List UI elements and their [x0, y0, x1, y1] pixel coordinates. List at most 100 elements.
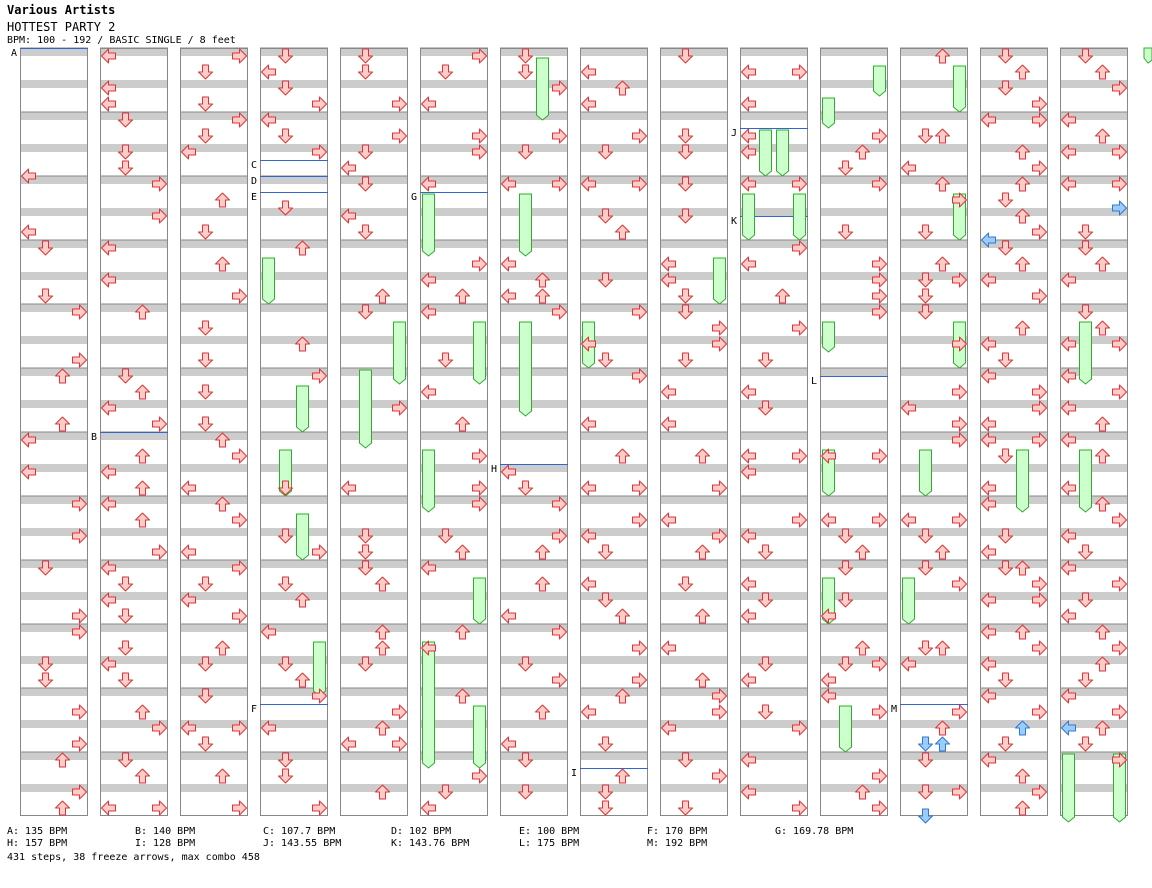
left-arrow-icon — [1061, 560, 1076, 576]
column-border — [820, 48, 888, 816]
down-arrow-icon — [998, 528, 1013, 544]
down-arrow-icon — [38, 240, 53, 256]
down-arrow-icon — [38, 560, 53, 576]
down-arrow-icon — [118, 672, 133, 688]
up-arrow-icon — [295, 592, 310, 608]
right-arrow-icon — [952, 192, 967, 208]
beat-stripe — [660, 624, 728, 632]
beat-stripe — [820, 208, 888, 216]
up-arrow-icon — [1095, 320, 1110, 336]
beat-stripe — [20, 176, 88, 184]
left-arrow-icon — [101, 240, 116, 256]
down-arrow-icon — [678, 128, 693, 144]
down-arrow-icon — [918, 752, 933, 768]
beat-stripe — [20, 144, 88, 152]
beat-stripe — [900, 752, 968, 760]
freeze-arrow — [473, 577, 486, 625]
beat-stripe — [180, 560, 248, 568]
beat-stripe — [100, 48, 168, 56]
beat-stripe — [660, 80, 728, 88]
beat-stripe — [420, 560, 488, 568]
left-arrow-icon — [581, 176, 596, 192]
down-arrow-icon — [918, 272, 933, 288]
column-border — [180, 48, 248, 816]
left-arrow-icon — [581, 96, 596, 112]
right-arrow-icon — [872, 704, 887, 720]
right-arrow-icon — [872, 512, 887, 528]
beat-stripe — [660, 560, 728, 568]
left-arrow-icon — [421, 176, 436, 192]
right-arrow-icon — [952, 784, 967, 800]
beat-stripe — [340, 784, 408, 792]
left-arrow-icon — [21, 464, 36, 480]
left-arrow-icon — [821, 608, 836, 624]
left-arrow-icon — [901, 656, 916, 672]
beat-stripe — [1060, 304, 1128, 312]
beat-stripe — [500, 464, 568, 472]
left-arrow-icon — [21, 432, 36, 448]
beat-stripe — [1060, 400, 1128, 408]
down-arrow-icon — [838, 560, 853, 576]
left-arrow-icon — [741, 448, 756, 464]
beat-stripe — [420, 208, 488, 216]
beat-stripe — [100, 400, 168, 408]
left-arrow-icon — [421, 96, 436, 112]
beat-stripe — [180, 464, 248, 472]
right-arrow-icon — [1032, 112, 1047, 128]
freeze-arrow — [422, 641, 435, 769]
left-arrow-icon — [261, 112, 276, 128]
down-arrow-icon — [358, 656, 373, 672]
beat-stripe — [660, 208, 728, 216]
down-arrow-icon — [198, 352, 213, 368]
down-arrow-icon — [918, 640, 933, 656]
beat-stripe — [20, 304, 88, 312]
right-arrow-icon — [72, 704, 87, 720]
beat-stripe — [20, 336, 88, 344]
column-border — [420, 48, 488, 816]
right-arrow-icon — [1032, 432, 1047, 448]
up-arrow-icon — [1015, 64, 1030, 80]
chart-column — [740, 47, 808, 816]
beat-stripe — [260, 400, 328, 408]
beat-stripe — [340, 48, 408, 56]
down-arrow-icon — [918, 560, 933, 576]
beat-stripe — [340, 624, 408, 632]
up-arrow-icon — [135, 512, 150, 528]
left-arrow-icon — [981, 752, 996, 768]
down-arrow-icon — [518, 64, 533, 80]
beat-stripe — [660, 48, 728, 56]
beat-stripe — [100, 336, 168, 344]
beat-stripe — [1060, 48, 1128, 56]
right-arrow-icon — [952, 272, 967, 288]
beat-stripe — [660, 272, 728, 280]
beat-stripe — [820, 48, 888, 56]
right-arrow-icon — [1032, 640, 1047, 656]
right-arrow-icon — [152, 544, 167, 560]
beat-stripe — [180, 144, 248, 152]
bpm-legend-item: M: 192 BPM — [647, 838, 708, 849]
down-arrow-icon — [438, 64, 453, 80]
down-arrow-icon — [118, 640, 133, 656]
up-arrow-icon — [1015, 560, 1030, 576]
beat-stripe — [740, 368, 808, 376]
beat-stripe — [20, 592, 88, 600]
up-arrow-icon — [935, 736, 950, 752]
right-arrow-icon — [712, 320, 727, 336]
left-arrow-icon — [1061, 608, 1076, 624]
beat-stripe — [20, 464, 88, 472]
beat-stripe — [740, 464, 808, 472]
down-arrow-icon — [598, 800, 613, 816]
beat-stripe — [260, 592, 328, 600]
beat-stripe — [900, 48, 968, 56]
beat-stripe — [500, 304, 568, 312]
right-arrow-icon — [1112, 200, 1127, 216]
right-arrow-icon — [232, 512, 247, 528]
beat-stripe — [900, 688, 968, 696]
beat-stripe — [900, 176, 968, 184]
beat-stripe — [20, 48, 88, 56]
beat-stripe — [820, 624, 888, 632]
left-arrow-icon — [741, 144, 756, 160]
up-arrow-icon — [1015, 800, 1030, 816]
beat-stripe — [420, 656, 488, 664]
beat-stripe — [100, 656, 168, 664]
